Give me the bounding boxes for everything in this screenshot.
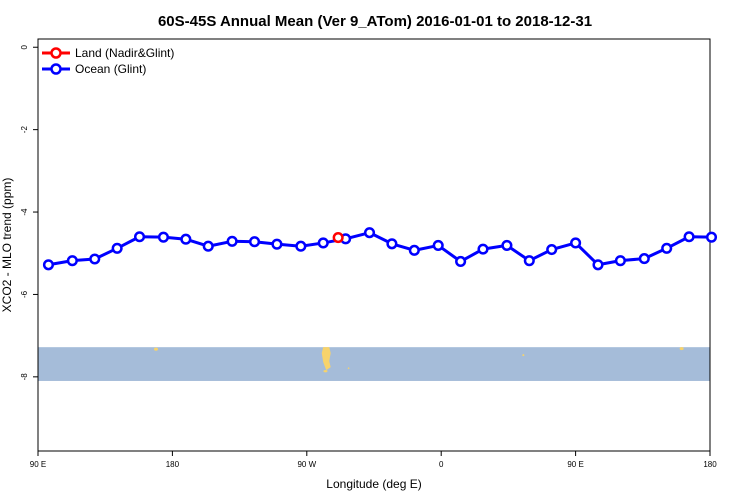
point-ocean-glint (295, 240, 307, 252)
chart-title: 60S-45S Annual Mean (Ver 9_ATom) 2016-01… (158, 13, 592, 30)
x-tick-label: 90 W (297, 460, 316, 469)
legend-land-label: Land (Nadir&Glint) (75, 46, 174, 60)
y-tick-label: -6 (20, 290, 29, 298)
y-axis-label: XCO2 - MLO trend (ppm) (0, 178, 14, 313)
point-ocean-glint (455, 255, 467, 268)
point-ocean-glint (133, 231, 146, 243)
point-ocean-glint (705, 231, 718, 243)
x-tick-label: 90 E (30, 460, 46, 469)
map-strip (38, 347, 710, 381)
point-ocean-glint (661, 242, 673, 254)
point-ocean-glint (42, 259, 55, 271)
point-ocean-glint (226, 235, 238, 247)
legend-ocean-label: Ocean (Glint) (75, 62, 146, 76)
y-tick-label: 0 (20, 44, 29, 49)
legend-land-marker (50, 47, 62, 59)
map-ocean (38, 347, 710, 381)
x-axis: 90 E 180 90 W 0 90 E 180 (30, 451, 717, 469)
y-tick-label: -2 (20, 126, 29, 134)
series-line-ocean-glint (48, 231, 712, 267)
point-ocean-glint (477, 243, 489, 255)
y-tick-label: -8 (20, 373, 29, 381)
map-land-new-zealand (153, 347, 158, 351)
point-ocean-glint (546, 243, 558, 256)
map-land-tierra-del-fuego (323, 369, 328, 373)
x-tick-label: 180 (703, 460, 717, 469)
point-ocean-glint (157, 231, 169, 243)
y-tick-label: -4 (20, 208, 29, 216)
point-ocean-glint (317, 237, 329, 249)
legend-ocean-marker (50, 63, 62, 75)
point-ocean-glint (408, 244, 420, 256)
map-land-island-east (679, 347, 684, 351)
point-ocean-glint (180, 233, 192, 245)
point-ocean-glint (638, 253, 650, 265)
map-land-island-small (522, 354, 525, 357)
point-ocean-glint (386, 238, 398, 250)
point-ocean-glint (248, 236, 261, 248)
point-ocean-glint (432, 239, 444, 251)
point-ocean-glint (363, 227, 376, 239)
x-tick-label: 90 E (567, 460, 583, 469)
point-ocean-glint (592, 259, 604, 271)
point-land-nadir-glint (332, 232, 344, 244)
legend: Land (Nadir&Glint) Ocean (Glint) (42, 46, 174, 76)
map-land-islet (347, 367, 350, 369)
point-ocean-glint (271, 238, 283, 250)
series-layer (42, 227, 718, 271)
point-ocean-glint (614, 255, 626, 267)
plot-frame (37, 38, 711, 452)
point-ocean-glint (66, 255, 78, 267)
x-axis-label: Longitude (deg E) (326, 477, 421, 491)
point-ocean-glint (523, 255, 535, 267)
point-ocean-glint (111, 242, 123, 254)
x-tick-label: 0 (439, 460, 444, 469)
point-ocean-glint (683, 231, 695, 243)
point-ocean-glint (202, 240, 214, 252)
point-ocean-glint (89, 253, 101, 265)
point-ocean-glint (501, 239, 513, 251)
point-ocean-glint (570, 237, 582, 249)
x-tick-label: 180 (166, 460, 180, 469)
map-land-south-america (321, 347, 331, 371)
y-axis: 0 -2 -4 -6 -8 (20, 44, 38, 380)
